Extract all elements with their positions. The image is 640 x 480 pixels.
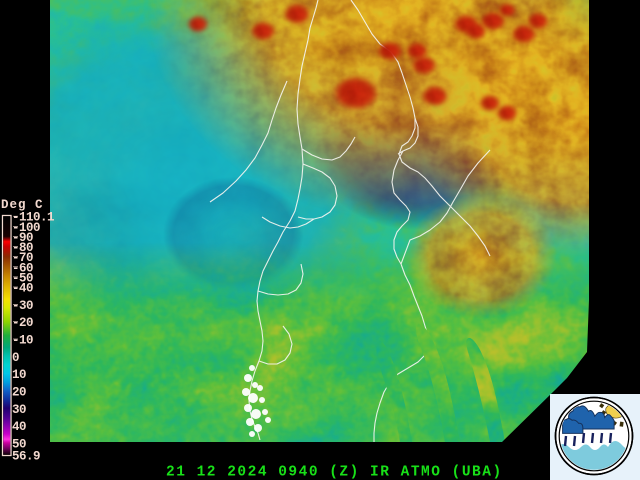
svg-text:-10: -10 <box>12 334 33 348</box>
svg-text:-40: -40 <box>12 282 33 296</box>
svg-text:56.9: 56.9 <box>12 450 40 464</box>
svg-text:-20: -20 <box>12 316 33 330</box>
svg-text:40: 40 <box>12 420 26 434</box>
svg-text:0: 0 <box>12 351 19 365</box>
svg-text:30: 30 <box>12 403 26 417</box>
svg-text:10: 10 <box>12 368 26 382</box>
svg-text:21 12 2024 0940 (Z) IR ATMO: 21 12 2024 0940 (Z) IR ATMO (UBA) <box>166 465 503 480</box>
svg-text:20: 20 <box>12 386 26 400</box>
svg-text:-30: -30 <box>12 299 33 313</box>
